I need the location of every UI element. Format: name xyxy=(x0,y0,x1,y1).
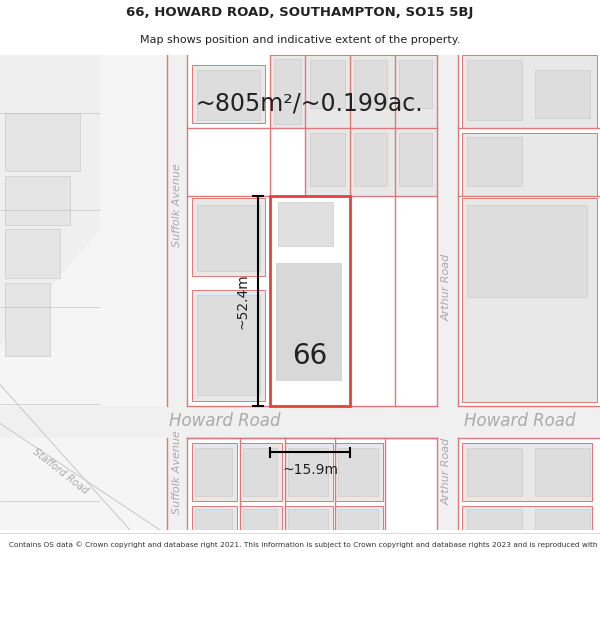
Bar xyxy=(288,509,328,532)
Bar xyxy=(535,509,590,532)
Polygon shape xyxy=(5,176,70,224)
Bar xyxy=(278,202,333,246)
Bar xyxy=(197,69,260,120)
Text: Contains OS data © Crown copyright and database right 2021. This information is : Contains OS data © Crown copyright and d… xyxy=(9,541,600,549)
Bar xyxy=(535,448,590,496)
Polygon shape xyxy=(0,55,100,346)
Bar xyxy=(197,205,260,271)
Bar xyxy=(167,55,187,406)
Bar xyxy=(195,509,232,532)
Text: Howard Road: Howard Road xyxy=(169,412,281,431)
Polygon shape xyxy=(5,282,50,356)
Bar xyxy=(462,55,597,128)
Bar xyxy=(335,506,383,535)
Bar xyxy=(437,55,458,406)
Text: 66, HOWARD ROAD, SOUTHAMPTON, SO15 5BJ: 66, HOWARD ROAD, SOUTHAMPTON, SO15 5BJ xyxy=(127,6,473,19)
Polygon shape xyxy=(5,113,80,171)
Bar xyxy=(192,442,237,501)
Bar xyxy=(192,199,265,276)
Bar xyxy=(240,506,282,535)
Bar xyxy=(288,448,328,496)
Bar xyxy=(535,69,590,118)
Bar xyxy=(276,263,341,380)
Bar xyxy=(462,132,597,196)
Bar xyxy=(195,448,232,496)
Bar xyxy=(462,506,592,535)
Bar xyxy=(192,65,265,123)
Bar xyxy=(335,442,383,501)
Bar xyxy=(243,509,277,532)
Bar xyxy=(350,55,395,196)
Bar xyxy=(467,509,522,532)
Bar xyxy=(462,199,597,402)
Text: 66: 66 xyxy=(292,341,328,369)
Text: ~52.4m: ~52.4m xyxy=(236,273,250,329)
Bar xyxy=(285,442,333,501)
Bar xyxy=(462,442,592,501)
Text: Map shows position and indicative extent of the property.: Map shows position and indicative extent… xyxy=(140,34,460,44)
Bar xyxy=(197,296,260,395)
Text: ~805m²/~0.199ac.: ~805m²/~0.199ac. xyxy=(195,91,422,116)
Text: Suffolk Avenue: Suffolk Avenue xyxy=(172,430,182,514)
Bar xyxy=(338,509,378,532)
Bar xyxy=(270,55,305,128)
Bar xyxy=(167,55,437,530)
Bar xyxy=(243,448,277,496)
Text: Arthur Road: Arthur Road xyxy=(442,254,452,321)
Bar xyxy=(310,132,345,186)
Bar xyxy=(467,448,522,496)
Bar xyxy=(437,438,458,530)
Bar xyxy=(338,448,378,496)
Bar xyxy=(310,60,345,108)
Bar xyxy=(305,55,350,196)
Bar xyxy=(467,60,522,120)
Bar xyxy=(354,60,387,108)
Bar xyxy=(437,55,600,530)
Polygon shape xyxy=(5,229,60,278)
Text: Arthur Road: Arthur Road xyxy=(442,438,452,506)
Bar xyxy=(270,196,350,406)
Bar xyxy=(192,289,265,401)
Bar xyxy=(467,138,522,186)
Bar xyxy=(399,60,432,108)
Bar xyxy=(274,59,301,124)
Bar xyxy=(467,205,587,298)
Bar xyxy=(192,506,237,535)
Bar xyxy=(240,442,282,501)
Text: Howard Road: Howard Road xyxy=(464,412,576,431)
Bar xyxy=(395,55,437,196)
Bar xyxy=(0,406,600,438)
Text: Suffolk Avenue: Suffolk Avenue xyxy=(172,163,182,247)
Text: ~15.9m: ~15.9m xyxy=(282,463,338,477)
Bar xyxy=(167,438,187,530)
Text: Stafford Road: Stafford Road xyxy=(31,448,89,496)
Bar xyxy=(285,506,333,535)
Bar xyxy=(399,132,432,186)
Bar xyxy=(354,132,387,186)
